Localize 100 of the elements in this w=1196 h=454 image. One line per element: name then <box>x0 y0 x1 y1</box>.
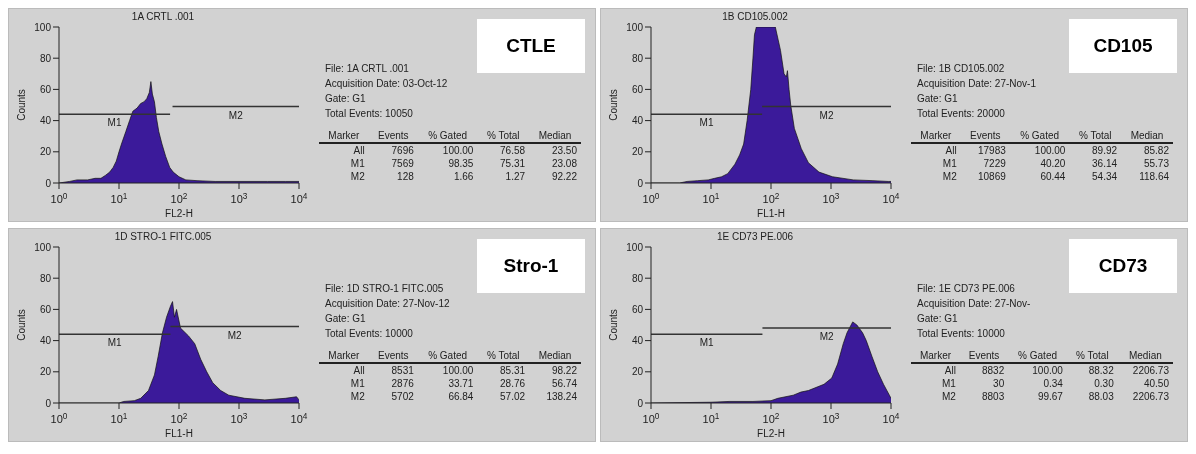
text: 99.67 <box>1036 390 1064 403</box>
text: Marker <box>327 349 361 363</box>
text: M2 <box>349 170 366 183</box>
x-tick-label: 10$^{4}$ <box>882 191 900 205</box>
series-label: M2 <box>228 109 244 121</box>
y-tick-label: 80 <box>39 52 52 64</box>
text: File: 1B CD105.002 <box>917 62 1006 76</box>
series-label: M1 <box>699 117 714 129</box>
chart-title: 1E CD73 PE.006 <box>715 231 795 243</box>
text: 118.64 <box>1138 170 1170 183</box>
text: 23.08 <box>550 157 578 170</box>
text: 56.74 <box>550 377 578 390</box>
text: % Gated <box>1019 129 1061 143</box>
text: Marker <box>918 349 953 363</box>
text: Acquisition Date: 27-Nov-12 <box>325 297 450 311</box>
y-tick-label: 40 <box>631 115 644 127</box>
text: 36.14 <box>1091 157 1119 170</box>
y-axis-title: Counts <box>15 309 27 341</box>
text: 128 <box>396 170 415 183</box>
x-tick-label: 10$^{4}$ <box>882 411 900 425</box>
text: Stro-1 <box>477 239 585 293</box>
series-label: M2 <box>819 109 834 121</box>
text: 92.22 <box>550 170 578 183</box>
x-axis-title: FL2-H <box>757 428 785 439</box>
text: 57.02 <box>499 390 527 403</box>
text: 1.27 <box>504 170 527 183</box>
text: Events <box>968 129 1002 143</box>
series-label: M2 <box>227 329 243 341</box>
chart-title: 1A CRTL .001 <box>130 11 196 23</box>
text: 7229 <box>982 157 1007 170</box>
x-tick-label: 10$^{0}$ <box>50 191 68 205</box>
x-tick-label: 10$^{1}$ <box>110 191 128 205</box>
text: All <box>352 364 366 377</box>
text: Marker <box>919 129 953 143</box>
text: 100.00 <box>441 364 475 377</box>
x-tick-label: 10$^{2}$ <box>762 411 780 425</box>
text: Median <box>537 129 573 143</box>
x-tick-label: 10$^{1}$ <box>110 411 128 425</box>
y-tick-label: 20 <box>631 146 644 158</box>
y-tick-label: 40 <box>631 335 644 347</box>
text: 89.92 <box>1091 144 1119 157</box>
chart-title: 1D STRO-1 FITC.005 <box>113 231 213 243</box>
text: 66.84 <box>447 390 475 403</box>
y-tick-label: 40 <box>39 115 52 127</box>
x-tick-label: 10$^{2}$ <box>170 191 188 205</box>
x-tick-label: 10$^{3}$ <box>230 191 248 205</box>
text: M1 <box>941 377 957 390</box>
series-label: M2 <box>819 331 835 343</box>
text: Total Events: 10000 <box>917 327 1006 341</box>
text: File: 1A CRTL .001 <box>325 62 410 76</box>
series-label: M1 <box>107 337 123 349</box>
text: 85.82 <box>1142 144 1170 157</box>
chart-title: 1B CD105.002 <box>721 11 789 23</box>
text: 33.71 <box>447 377 475 390</box>
text: Events <box>376 349 410 363</box>
y-tick-label: 60 <box>39 303 52 315</box>
text: 88.32 <box>1087 364 1115 377</box>
x-tick-label: 10$^{2}$ <box>762 191 780 205</box>
text: CTLE <box>477 19 585 73</box>
text: Gate: G1 <box>917 312 959 326</box>
text: Median <box>537 349 573 363</box>
text: 5702 <box>390 390 415 403</box>
text: 88.03 <box>1087 390 1115 403</box>
text: Total Events: 10000 <box>325 327 414 341</box>
text: 7569 <box>390 157 415 170</box>
text: Gate: G1 <box>917 92 959 106</box>
text: 54.34 <box>1091 170 1119 183</box>
text: % Gated <box>427 349 469 363</box>
y-tick-label: 20 <box>631 366 644 378</box>
text: 55.73 <box>1142 157 1170 170</box>
text: 2206.73 <box>1131 364 1170 377</box>
text: All <box>352 144 366 157</box>
text: Acquisition Date: 27-Nov- <box>917 297 1031 311</box>
text: Total Events: 10050 <box>325 107 414 121</box>
y-axis-title: Counts <box>607 309 619 341</box>
x-axis-title: FL1-H <box>757 208 785 219</box>
text: 100.00 <box>1031 364 1064 377</box>
text: 75.31 <box>499 157 527 170</box>
text: Acquisition Date: 27-Nov-1 <box>917 77 1036 91</box>
x-tick-label: 10$^{3}$ <box>822 191 840 205</box>
y-tick-label: 80 <box>631 272 644 284</box>
x-tick-label: 10$^{4}$ <box>290 411 308 425</box>
y-tick-label: 0 <box>637 397 644 409</box>
y-tick-label: 100 <box>34 21 52 33</box>
text: M1 <box>349 157 366 170</box>
text: 0.34 <box>1042 377 1064 390</box>
text: % Total <box>485 129 521 143</box>
text: Gate: G1 <box>325 312 367 326</box>
y-tick-label: 0 <box>45 397 52 409</box>
x-tick-label: 10$^{3}$ <box>230 411 248 425</box>
text: All <box>944 144 958 157</box>
text: % Gated <box>1017 349 1058 363</box>
text: CD105 <box>1069 19 1177 73</box>
text: M1 <box>941 157 958 170</box>
x-tick-label: 10$^{0}$ <box>642 411 660 425</box>
text: Marker <box>327 129 361 143</box>
y-tick-label: 60 <box>39 83 52 95</box>
text: 76.58 <box>499 144 527 157</box>
x-tick-label: 10$^{1}$ <box>702 411 720 425</box>
text: 85.31 <box>499 364 527 377</box>
